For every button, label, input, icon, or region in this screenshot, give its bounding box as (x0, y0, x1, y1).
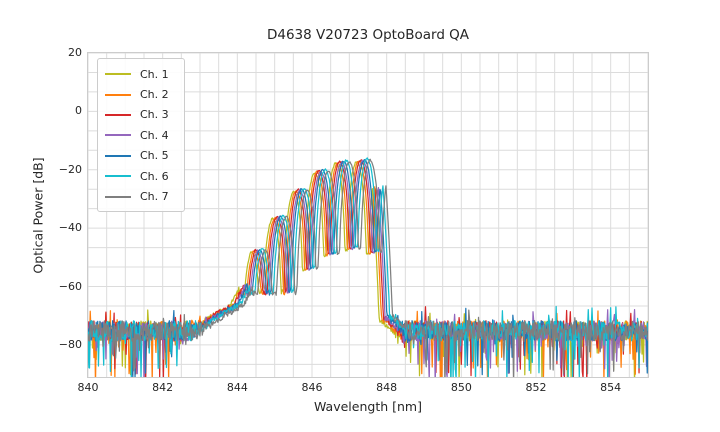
y-tick-label: −80 (58, 337, 82, 351)
legend-entry: Ch. 2 (105, 84, 184, 104)
legend-line-swatch (105, 113, 131, 116)
legend-line-swatch (105, 175, 131, 178)
legend-label: Ch. 2 (140, 88, 169, 102)
legend-entry: Ch. 6 (105, 166, 184, 186)
x-axis-label: Wavelength [nm] (314, 399, 422, 414)
legend-line-swatch (105, 93, 131, 96)
y-tick-label: −40 (58, 221, 82, 235)
x-tick-label: 846 (301, 381, 323, 394)
legend-label: Ch. 7 (140, 190, 169, 204)
y-tick-label: −20 (58, 162, 82, 176)
legend-label: Ch. 4 (140, 128, 169, 142)
x-tick-label: 848 (376, 381, 398, 394)
y-axis-label: Optical Power [dB] (30, 157, 46, 274)
legend-entry: Ch. 3 (105, 105, 184, 125)
legend-label: Ch. 1 (140, 67, 169, 81)
legend: Ch. 1 Ch. 2 Ch. 3 Ch. 4 Ch. 5 Ch. 6 Ch. 7 (97, 58, 185, 212)
x-tick-label: 852 (525, 381, 547, 394)
y-tick-label: 0 (75, 104, 82, 118)
x-tick-label: 840 (77, 381, 99, 394)
chart-title: D4638 V20723 OptoBoard QA (266, 27, 470, 43)
y-tick-label: −60 (58, 279, 82, 293)
x-tick-label: 850 (450, 381, 472, 394)
legend-entry: Ch. 4 (105, 125, 184, 145)
x-tick-label: 854 (600, 381, 622, 394)
legend-label: Ch. 3 (140, 108, 169, 122)
legend-line-swatch (105, 195, 131, 198)
legend-line-swatch (105, 134, 131, 137)
y-tick-label: 20 (68, 46, 82, 59)
legend-line-swatch (105, 154, 131, 157)
x-tick-label: 844 (226, 381, 248, 394)
legend-entry: Ch. 5 (105, 146, 184, 166)
legend-line-swatch (105, 73, 131, 76)
legend-label: Ch. 5 (140, 149, 169, 163)
legend-entry: Ch. 1 (105, 64, 184, 84)
x-tick-label: 842 (152, 381, 174, 394)
legend-label: Ch. 6 (140, 169, 169, 183)
legend-entry: Ch. 7 (105, 186, 184, 206)
